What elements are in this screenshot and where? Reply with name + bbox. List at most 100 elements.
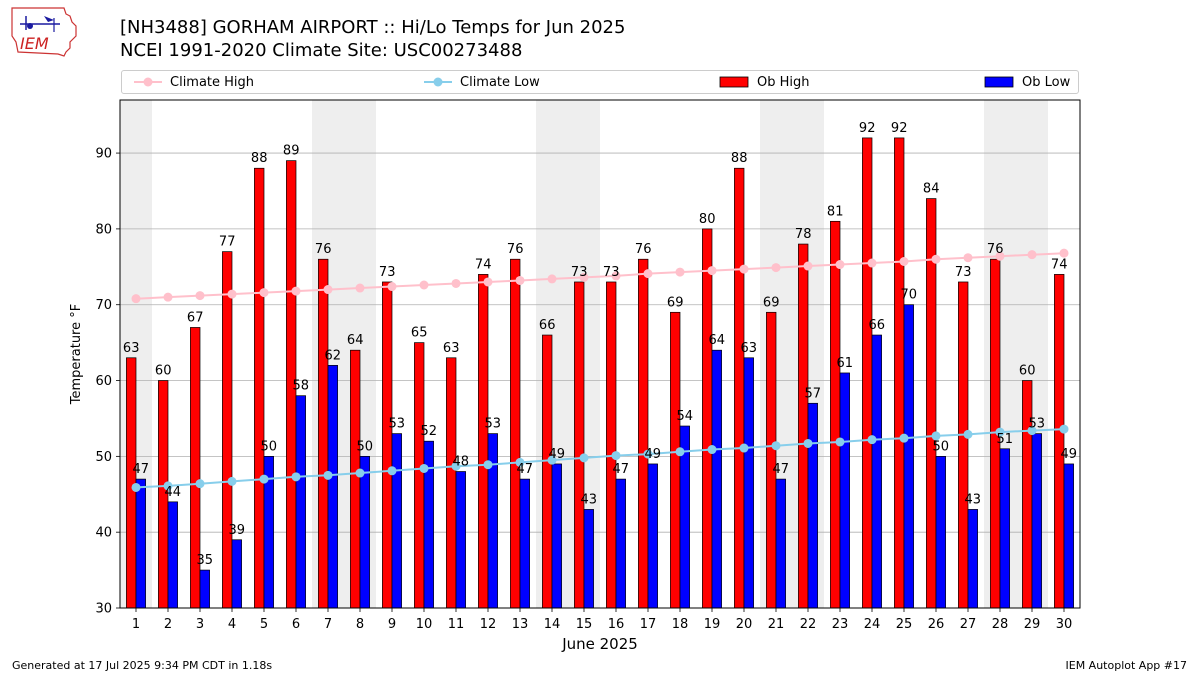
ob-low-label: 47 — [133, 462, 150, 477]
ob-high-label: 73 — [955, 265, 972, 280]
climate-high-point — [739, 264, 749, 274]
climate-low-point — [515, 457, 525, 467]
ob-low-bar — [967, 509, 978, 609]
ob-high-bar — [542, 334, 553, 609]
ob-high-bar — [798, 243, 809, 609]
ob-low-bar — [391, 433, 402, 609]
climate-high-point — [259, 288, 269, 298]
y-axis-label: Temperature °F — [69, 304, 84, 405]
climate-high-point — [291, 286, 301, 296]
climate-high-point — [643, 269, 653, 279]
ob-low-bar — [359, 456, 370, 609]
ob-low-label: 70 — [901, 288, 918, 303]
ob-low-label: 47 — [613, 462, 630, 477]
x-tick-label: 8 — [356, 617, 364, 632]
x-tick-label: 24 — [864, 617, 881, 632]
climate-high-point — [931, 254, 941, 264]
climate-low-point — [387, 466, 397, 476]
ob-high-label: 73 — [379, 265, 396, 280]
climate-low-point — [1027, 426, 1037, 436]
ob-high-label: 63 — [443, 341, 460, 356]
x-tick-label: 30 — [1056, 617, 1073, 632]
ob-low-bar — [807, 402, 818, 609]
ob-low-bar — [455, 471, 466, 609]
legend-label: Ob High — [757, 74, 810, 90]
climate-low-point — [899, 433, 909, 443]
climate-low-point — [611, 451, 621, 461]
ob-high-label: 88 — [731, 151, 748, 166]
ob-low-label: 66 — [869, 318, 886, 333]
y-tick-label: 60 — [95, 374, 112, 389]
x-tick-label: 11 — [448, 617, 465, 632]
ob-high-bar — [702, 228, 713, 609]
generated-timestamp: Generated at 17 Jul 2025 9:34 PM CDT in … — [12, 659, 273, 672]
ob-high-bar — [414, 342, 425, 609]
ob-high-label: 74 — [475, 257, 492, 272]
ob-low-bar — [615, 478, 626, 609]
ob-high-label: 64 — [347, 333, 364, 348]
ob-low-label: 52 — [421, 424, 438, 439]
climate-low-point — [739, 443, 749, 453]
ob-high-label: 73 — [571, 265, 588, 280]
climate-low-point — [995, 427, 1005, 437]
climate-high-point — [899, 256, 909, 266]
x-tick-label: 12 — [480, 617, 497, 632]
x-tick-label: 9 — [388, 617, 396, 632]
x-tick-label: 23 — [832, 617, 849, 632]
ob-low-bar — [775, 478, 786, 609]
x-tick-label: 17 — [640, 617, 657, 632]
ob-high-bar — [1054, 274, 1065, 609]
ob-low-bar — [1031, 433, 1042, 609]
ob-high-bar — [606, 281, 617, 609]
y-tick-label: 80 — [95, 222, 112, 237]
climate-low-point — [707, 445, 717, 455]
ob-low-label: 44 — [165, 485, 182, 500]
x-tick-label: 18 — [672, 617, 689, 632]
logo-text: IEM — [20, 34, 49, 53]
ob-high-bar — [222, 251, 233, 609]
climate-high-point — [867, 258, 877, 268]
ob-high-label: 92 — [859, 121, 876, 136]
y-tick-label: 30 — [95, 602, 112, 617]
ob-high-label: 76 — [635, 242, 652, 257]
x-tick-label: 4 — [228, 617, 236, 632]
ob-high-label: 81 — [827, 204, 844, 219]
climate-low-point — [259, 474, 269, 484]
climate-high-point — [771, 263, 781, 273]
climate-high-point — [227, 289, 237, 299]
climate-high-point — [355, 283, 365, 293]
ob-low-label: 61 — [837, 356, 854, 371]
climate-high-point — [579, 272, 589, 282]
ob-high-bar — [382, 281, 393, 609]
climate-high-point — [1059, 248, 1069, 258]
ob-low-bar — [551, 463, 562, 609]
legend-item-ob-low: Ob Low — [984, 71, 1070, 93]
x-tick-label: 20 — [736, 617, 753, 632]
legend-swatch-ob-high — [719, 76, 749, 88]
ob-high-label: 60 — [155, 364, 172, 379]
ob-low-bar — [167, 501, 178, 609]
chart-legend: Climate High Climate Low Ob High Ob Low — [121, 70, 1079, 94]
ob-high-label: 66 — [539, 318, 556, 333]
ob-high-bar — [126, 357, 137, 609]
ob-low-label: 47 — [517, 462, 534, 477]
ob-high-label: 63 — [123, 341, 140, 356]
ob-low-bar — [871, 334, 882, 609]
x-tick-label: 22 — [800, 617, 817, 632]
ob-low-label: 43 — [965, 492, 982, 507]
ob-low-label: 49 — [1061, 447, 1078, 462]
x-tick-label: 14 — [544, 617, 561, 632]
ob-low-bar — [647, 463, 658, 609]
ob-high-bar — [478, 274, 489, 609]
legend-item-climate-high: Climate High — [134, 71, 254, 93]
ob-high-bar — [318, 258, 329, 609]
ob-low-bar — [935, 456, 946, 609]
x-tick-label: 27 — [960, 617, 977, 632]
ob-high-label: 73 — [603, 265, 620, 280]
ob-low-bar — [295, 395, 306, 609]
ob-low-label: 53 — [485, 417, 502, 432]
climate-high-point — [515, 275, 525, 285]
climate-low-point — [1059, 424, 1069, 434]
